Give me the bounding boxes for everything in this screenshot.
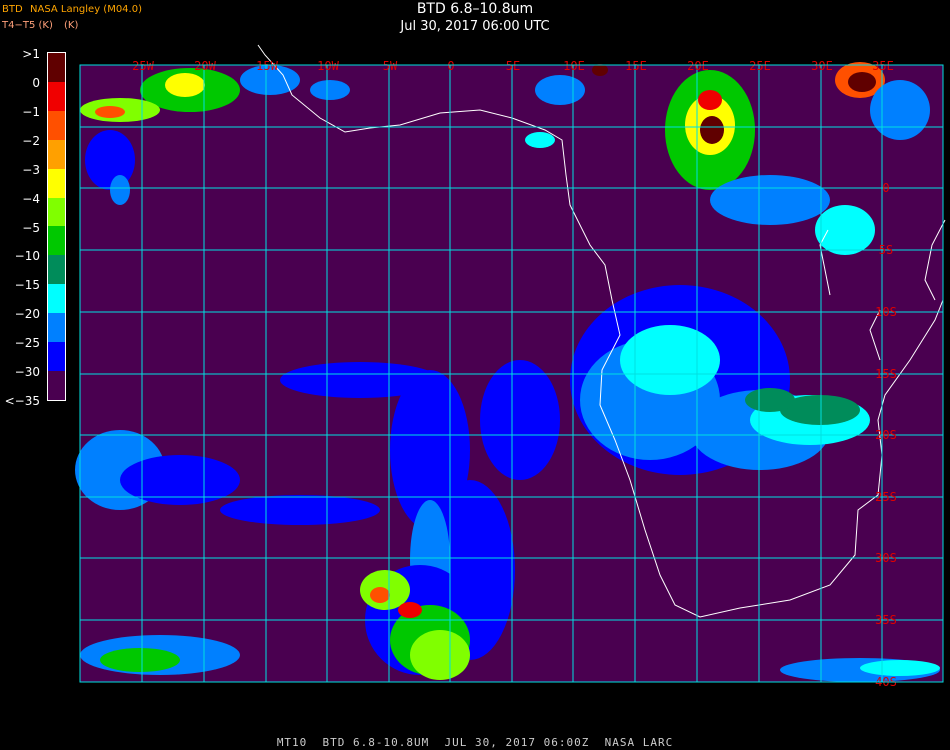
legend-swatch — [48, 139, 65, 169]
cloud-blob — [592, 64, 608, 76]
legend-swatch — [48, 81, 65, 111]
cloud-blob — [110, 175, 130, 205]
latitude-label: 20S — [875, 428, 897, 442]
unit-label: T4−T5 (K) — [2, 20, 53, 31]
legend-swatch — [48, 255, 65, 285]
image-title: BTD 6.8–10.8um — [416, 1, 534, 17]
cloud-blob — [120, 455, 240, 505]
cloud-blob — [780, 395, 860, 425]
cloud-blob — [100, 648, 180, 672]
legend-swatch — [48, 313, 65, 343]
cloud-blob — [698, 90, 722, 110]
cloud-blob — [85, 130, 135, 190]
legend-label: −3 — [22, 162, 40, 177]
longitude-label: 15E — [625, 59, 647, 73]
legend-swatch — [48, 110, 65, 140]
legend-label: >1 — [22, 47, 40, 61]
longitude-label: 5W — [383, 59, 398, 73]
legend-label: −1 — [22, 104, 40, 119]
cloud-blob — [525, 132, 555, 148]
latitude-label: 10S — [875, 305, 897, 319]
legend-swatch — [48, 53, 65, 82]
cloud-blob — [480, 360, 560, 480]
legend-swatch — [48, 226, 65, 256]
grid-labels: 25W 20W 15W 10W 5W 0 5E 10E 15E 20E 25E 30E 35E 0 5S 10… — [132, 59, 897, 689]
lat-lon-grid — [80, 65, 943, 682]
latitude-label: 35S — [875, 613, 897, 627]
legend-label: −25 — [14, 336, 40, 351]
cloud-blob — [280, 362, 440, 398]
cloud-blob — [745, 388, 795, 412]
image-datetime: Jul 30, 2017 06:00 UTC — [400, 19, 550, 34]
longitude-label: 35E — [872, 59, 894, 73]
legend-swatch — [48, 370, 65, 400]
cloud-blob — [410, 630, 470, 680]
longitude-label: 0 — [447, 59, 454, 73]
longitude-label: 25W — [132, 59, 154, 73]
longitude-label: 10E — [563, 59, 585, 73]
legend-label: −20 — [14, 307, 40, 322]
legend-swatch — [48, 197, 65, 227]
cloud-blob — [860, 660, 940, 676]
longitude-label: 15W — [256, 59, 278, 73]
legend-label: <−35 — [4, 394, 40, 408]
legend-label: −15 — [14, 278, 40, 293]
cloud-blob — [95, 106, 125, 118]
coastline — [257, 44, 946, 618]
cloud-blob — [870, 80, 930, 140]
cloud-blob — [848, 72, 876, 92]
longitude-label: 10W — [317, 59, 339, 73]
source-label: NASA Langley (M04.0) — [30, 4, 142, 15]
unit-overlap-label: (K) — [64, 20, 79, 31]
cloud-blob — [310, 80, 350, 100]
legend-label: −30 — [14, 365, 40, 380]
legend-swatch — [48, 342, 65, 371]
latitude-label: 5S — [879, 243, 893, 257]
cloud-blob — [815, 205, 875, 255]
cloud-blob — [700, 116, 724, 144]
map-border — [79, 64, 944, 683]
legend-swatch — [48, 284, 65, 314]
longitude-label: 20E — [687, 59, 709, 73]
legend-label: −2 — [22, 133, 40, 148]
legend-swatch — [48, 168, 65, 198]
cloud-blob — [535, 75, 585, 105]
legend-label: −10 — [14, 249, 40, 264]
cloud-blob — [370, 587, 390, 603]
cloud-blob — [240, 65, 300, 95]
cloud-blob — [398, 602, 422, 618]
latitude-label: 0 — [882, 181, 889, 195]
latitude-label: 15S — [875, 367, 897, 381]
cloud-blob — [165, 73, 205, 97]
longitude-label: 5E — [506, 59, 520, 73]
longitude-label: 25E — [749, 59, 771, 73]
color-legend — [47, 52, 66, 401]
latitude-label: 30S — [875, 551, 897, 565]
cloud-blob — [620, 325, 720, 395]
legend-label: −5 — [22, 220, 40, 235]
footer-caption: MT10 BTD 6.8-10.8UM JUL 30, 2017 06:00Z … — [276, 736, 674, 749]
source-overlap-label: BTD — [2, 4, 23, 15]
longitude-label: 30E — [811, 59, 833, 73]
cloud-blob — [710, 175, 830, 225]
longitude-label: 20W — [194, 59, 216, 73]
latitude-label: 25S — [875, 490, 897, 504]
legend-label: 0 — [32, 75, 40, 90]
cloud-blob — [220, 495, 380, 525]
legend-label: −4 — [22, 191, 40, 206]
